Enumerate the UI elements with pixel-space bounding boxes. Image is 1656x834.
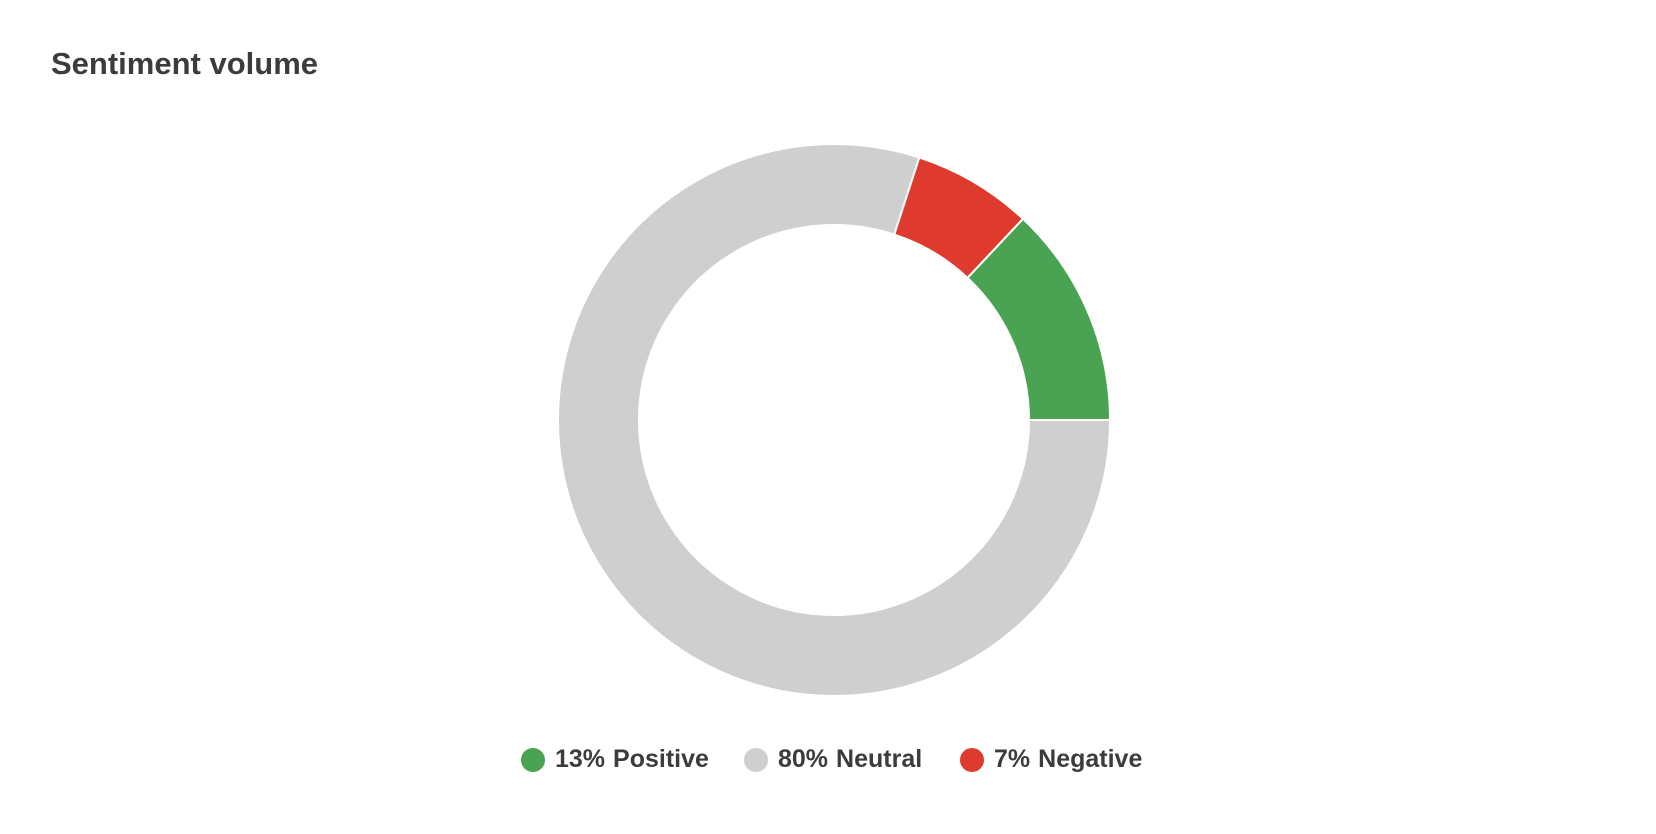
- legend-value: 80%: [778, 745, 828, 773]
- legend-label: Positive: [613, 745, 709, 773]
- legend-entry: 7% Negative: [994, 745, 1142, 773]
- legend-label: Neutral: [836, 745, 922, 773]
- chart-title: Sentiment volume: [51, 46, 318, 81]
- legend-entry: 13% Positive: [555, 745, 709, 773]
- legend-marker: [960, 748, 984, 772]
- legend-value: 7%: [994, 745, 1030, 773]
- donut-segment: [892, 156, 1025, 280]
- legend-marker: [521, 748, 545, 772]
- legend-value: 13%: [555, 745, 605, 773]
- legend-marker: [744, 748, 768, 772]
- legend-entry: 80% Neutral: [778, 745, 922, 773]
- legend-label: Negative: [1038, 745, 1142, 773]
- donut-segment: [557, 143, 1112, 697]
